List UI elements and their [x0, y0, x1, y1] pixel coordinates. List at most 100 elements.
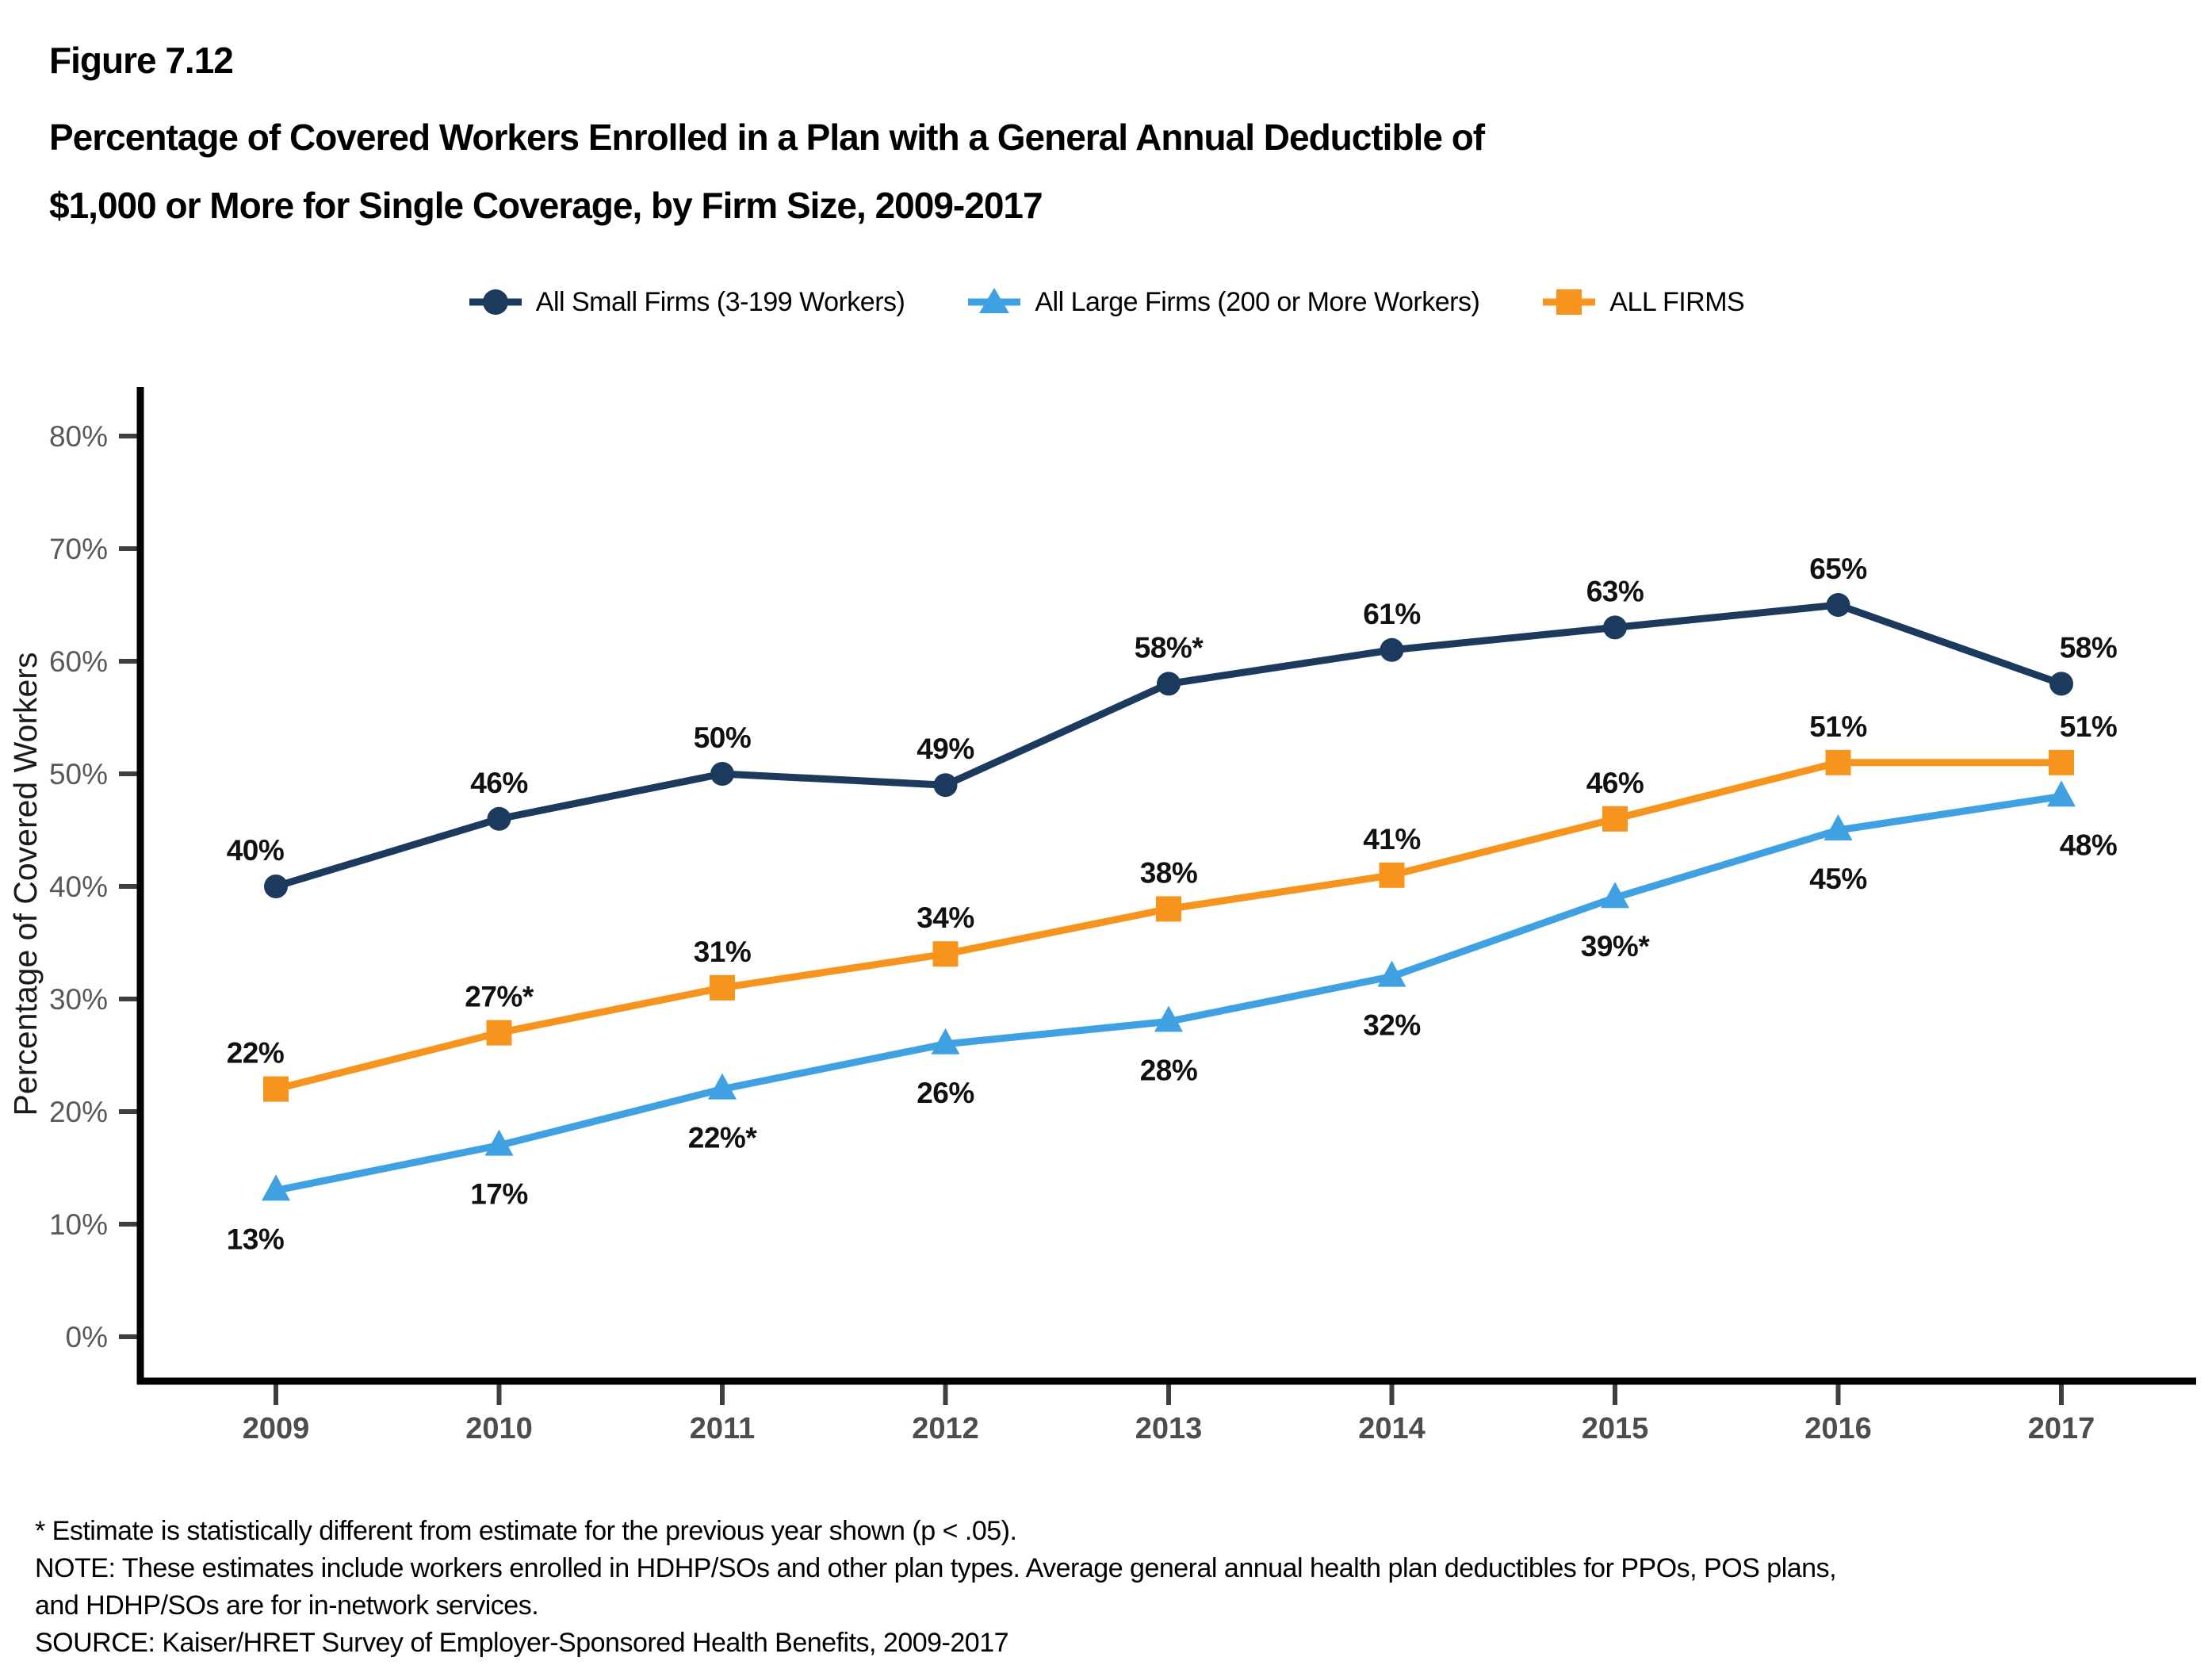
all-firms-label-2017: 51% [2060, 710, 2118, 743]
chart-title-line-1: Percentage of Covered Workers Enrolled i… [49, 117, 1485, 158]
all-small-firms-3-199-workers-label-2015: 63% [1586, 575, 1644, 607]
all-firms-label-2014: 41% [1363, 823, 1421, 855]
all-small-firms-3-199-workers-label-2017: 58% [2060, 631, 2118, 664]
all-large-firms-200-or-more-workers-label-2015: 39%* [1581, 930, 1651, 963]
all-small-firms-3-199-workers-label-2012: 49% [917, 733, 974, 765]
series-all-firms: 22% 27%* 31% 34% 38% 41% 46% 51% 51% [227, 710, 2118, 1102]
legend-label: All Large Firms (200 or More Workers) [1035, 286, 1480, 317]
square-marker-icon [1543, 289, 1596, 315]
legend-label: All Small Firms (3-199 Workers) [535, 286, 905, 317]
all-firms-point-2016 [1825, 749, 1851, 775]
legend-label: ALL FIRMS [1609, 286, 1745, 317]
all-large-firms-200-or-more-workers-label-2012: 26% [917, 1077, 974, 1109]
all-large-firms-200-or-more-workers-label-2014: 32% [1363, 1009, 1421, 1042]
x-tick-label: 2017 [2028, 1412, 2095, 1445]
footnote-asterisk: * Estimate is statistically different fr… [35, 1516, 1017, 1546]
y-tick-label: 30% [49, 983, 108, 1016]
footnote-source: SOURCE: Kaiser/HRET Survey of Employer-S… [35, 1628, 1009, 1658]
line-chart: 0%10%20%30%40%50%60%70%80%2009 2010 2011 20… [7, 387, 2196, 1445]
y-axis-title: Percentage of Covered Workers [7, 653, 44, 1116]
y-tick-label: 10% [49, 1208, 108, 1241]
all-large-firms-200-or-more-workers-label-2016: 45% [1809, 863, 1867, 895]
all-firms-point-2015 [1602, 806, 1628, 832]
all-large-firms-200-or-more-workers-label-2017: 48% [2060, 829, 2118, 861]
circle-marker-icon [469, 289, 522, 315]
all-small-firms-3-199-workers-label-2014: 61% [1363, 598, 1421, 630]
all-large-firms-200-or-more-workers-label-2010: 17% [470, 1178, 528, 1211]
all-firms-label-2009: 22% [227, 1037, 285, 1070]
all-small-firms-3-199-workers-point-2017 [2049, 672, 2073, 696]
all-firms-point-2013 [1156, 896, 1181, 922]
y-tick-label: 40% [49, 871, 108, 903]
y-tick-label: 80% [49, 420, 108, 453]
all-large-firms-200-or-more-workers-label-2009: 13% [227, 1223, 285, 1255]
chart-area: 0% 10% 20% 30% 40% 50% 60% 70% 80% 2009 2010 2011 20… [0, 365, 2212, 1467]
all-small-firms-3-199-workers-label-2011: 50% [694, 722, 752, 754]
x-tick-label: 2009 [243, 1412, 310, 1445]
chart-title-line-2: $1,000 or More for Single Coverage, by F… [49, 185, 1043, 226]
all-small-firms-3-199-workers-label-2010: 46% [470, 767, 528, 799]
all-large-firms-200-or-more-workers-point-2013 [1154, 1005, 1183, 1032]
chart-legend: All Small Firms (3-199 Workers) All Large… [0, 284, 2212, 320]
all-small-firms-3-199-workers-point-2012 [933, 773, 958, 798]
x-tick-label: 2015 [1582, 1412, 1649, 1445]
series-line-all-large-firms-200-or-more-workers [275, 792, 2062, 1194]
figure-number: Figure 7.12 [49, 40, 234, 81]
all-firms-point-2010 [486, 1020, 512, 1046]
all-firms-point-2014 [1379, 862, 1405, 888]
all-firms-point-2011 [710, 974, 735, 1001]
all-small-firms-3-199-workers-label-2016: 65% [1809, 553, 1867, 585]
triangle-marker-icon [968, 288, 1021, 313]
y-tick-label: 20% [49, 1096, 108, 1128]
all-firms-label-2010: 27%* [465, 981, 534, 1013]
all-large-firms-200-or-more-workers-label-2011: 22%* [688, 1122, 758, 1154]
series-all-large-firms-200-or-more-workers: 13% 17% 22%* 26% 28% 32% 39%* 45% 48% [227, 780, 2118, 1255]
all-firms-label-2016: 51% [1809, 710, 1867, 743]
y-tick-label: 60% [49, 645, 108, 678]
x-axis-ticks: 2009 2010 2011 2012 2013 2014 2015 2016 2017 [243, 1384, 2095, 1445]
legend-item-all-small-firms-3-199-workers: All Small Firms (3-199 Workers) [468, 286, 905, 318]
all-large-firms-200-or-more-workers-point-2009 [262, 1174, 290, 1201]
all-large-firms-200-or-more-workers-point-2015 [1601, 882, 1629, 909]
all-large-firms-200-or-more-workers-point-2017 [2047, 780, 2076, 807]
x-tick-label: 2010 [465, 1412, 533, 1445]
x-tick-label: 2014 [1358, 1412, 1426, 1445]
y-tick-label: 0% [66, 1321, 108, 1353]
x-tick-label: 2011 [690, 1412, 755, 1445]
all-small-firms-3-199-workers-point-2013 [1157, 672, 1181, 696]
x-tick-label: 2016 [1804, 1412, 1872, 1445]
all-firms-point-2009 [263, 1076, 289, 1102]
all-large-firms-200-or-more-workers-point-2014 [1377, 960, 1406, 987]
all-small-firms-3-199-workers-label-2013: 58%* [1135, 631, 1204, 664]
all-firms-label-2015: 46% [1586, 767, 1644, 799]
all-small-firms-3-199-workers-point-2015 [1603, 615, 1627, 640]
series-all-small-firms-3-199-workers: 40% 46% 50% 49% 58%* 61% 63% 65% 58% [227, 553, 2118, 898]
all-firms-label-2011: 31% [694, 936, 752, 968]
all-small-firms-3-199-workers-point-2011 [710, 762, 734, 786]
all-small-firms-3-199-workers-point-2016 [1826, 593, 1850, 617]
all-large-firms-200-or-more-workers-point-2011 [708, 1073, 737, 1100]
y-axis-ticks: 0% 10% 20% 30% 40% 50% 60% 70% 80% [49, 420, 140, 1353]
x-tick-label: 2012 [912, 1412, 979, 1445]
all-firms-label-2012: 34% [917, 901, 974, 934]
all-large-firms-200-or-more-workers-label-2013: 28% [1140, 1054, 1198, 1086]
legend-item-all-firms: ALL FIRMS [1541, 286, 1745, 318]
all-small-firms-3-199-workers-label-2009: 40% [227, 834, 285, 867]
chart-header: Figure 7.12 Percentage of Covered Worker… [0, 0, 2212, 239]
footnote-note-line-1: NOTE: These estimates include workers en… [35, 1553, 1837, 1583]
y-tick-label: 50% [49, 758, 108, 790]
legend-item-all-large-firms-200-or-more-workers: All Large Firms (200 or More Workers) [966, 286, 1480, 318]
footnote-note-line-2: and HDHP/SOs are for in-network services… [35, 1590, 539, 1621]
all-large-firms-200-or-more-workers-point-2010 [484, 1129, 514, 1156]
footnotes: * Estimate is statistically different fr… [0, 1513, 2212, 1662]
all-small-firms-3-199-workers-point-2014 [1380, 637, 1404, 662]
x-tick-label: 2013 [1135, 1412, 1203, 1445]
y-tick-label: 70% [49, 533, 108, 565]
all-firms-label-2013: 38% [1140, 856, 1198, 889]
all-large-firms-200-or-more-workers-point-2012 [931, 1028, 960, 1054]
all-large-firms-200-or-more-workers-point-2016 [1824, 814, 1853, 840]
all-small-firms-3-199-workers-point-2009 [264, 875, 288, 898]
all-small-firms-3-199-workers-point-2010 [487, 806, 511, 831]
all-firms-point-2012 [932, 941, 959, 967]
